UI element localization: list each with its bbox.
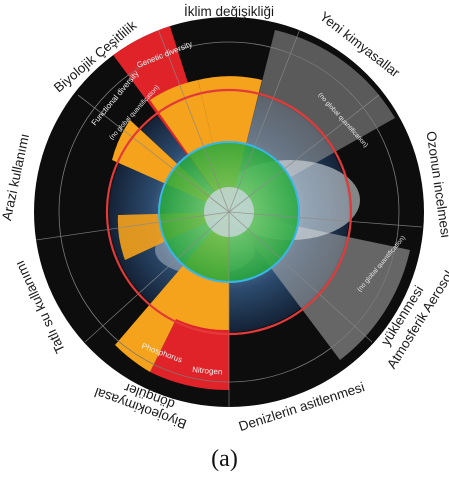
figure-caption: (a): [0, 446, 449, 473]
label-climate: İklim değişikliği: [184, 4, 274, 19]
planetary-boundaries-diagram: İklim değişikliği Yeni kimyasallar Ozonu…: [0, 0, 449, 440]
label-land: Arazi kullanımı: [0, 132, 32, 222]
label-ozone: Ozonun incelmesi: [424, 130, 449, 238]
